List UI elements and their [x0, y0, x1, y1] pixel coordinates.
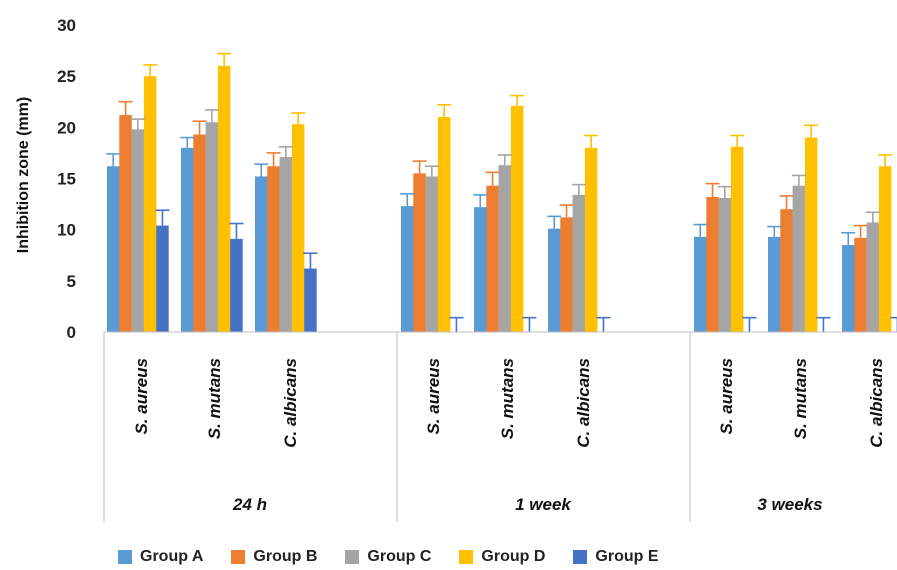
bar-group-b: [560, 217, 573, 332]
legend-item: Group C: [345, 548, 445, 566]
legend-label: Group E: [595, 548, 659, 565]
y-axis-label: Inhibition zone (mm): [15, 97, 32, 253]
bar-group-b: [413, 173, 426, 332]
category-label: S. aureus: [717, 358, 736, 435]
bar-group-c: [718, 197, 732, 332]
group-label: 3 weeks: [757, 495, 822, 514]
bar-group-e: [304, 268, 317, 332]
bar-group-d: [143, 76, 157, 333]
bar-group-a: [107, 166, 120, 332]
legend-swatch: [459, 550, 474, 564]
legend-item: Group A: [118, 548, 217, 566]
legend-swatch: [573, 550, 588, 564]
legend-item: Group D: [459, 548, 559, 566]
bar-group-c: [279, 157, 293, 332]
bar-group-c: [792, 185, 806, 332]
bar-group-d: [878, 166, 892, 332]
bar-group-b: [706, 196, 719, 332]
bar-group-b: [854, 237, 867, 332]
y-tick-label: 15: [57, 170, 76, 189]
category-label: S. aureus: [132, 358, 151, 435]
x-axis: S. aureus S. mutans C. albicans S. aureus S.…: [103, 331, 897, 522]
category-label: C. albicans: [867, 358, 886, 448]
legend-swatch: [118, 550, 132, 564]
legend-item: Group B: [231, 548, 331, 566]
bar-group-b: [780, 209, 793, 332]
bar-group-a: [401, 206, 414, 332]
bar-group-d: [584, 147, 598, 332]
category-label: S. mutans: [791, 358, 810, 439]
legend: Group A Group B Group C Group D Group E: [118, 546, 673, 568]
bar-group-a: [474, 207, 487, 332]
category-label: C. albicans: [281, 358, 300, 448]
legend-swatch: [345, 550, 360, 564]
bar-group-e: [156, 225, 169, 332]
bar-group-c: [425, 176, 439, 332]
bar-group-d: [437, 117, 451, 332]
bar-group-b: [486, 185, 499, 332]
chart: 0 5 10 15 20 25 30 Inhibition zone (mm) S. aur…: [15, 16, 897, 522]
category-label: S. aureus: [424, 358, 443, 435]
bar-group-a: [842, 245, 855, 332]
bar-group-a: [768, 236, 781, 332]
group-label: 1 week: [515, 495, 572, 514]
bar-group-d: [510, 105, 524, 333]
bar-group-c: [131, 129, 145, 332]
y-tick-label: 5: [67, 272, 76, 291]
bar-group-b: [193, 134, 206, 332]
bar-group-c: [866, 222, 880, 332]
bar-group-d: [804, 137, 818, 332]
category-label: S. mutans: [498, 358, 517, 439]
y-tick-label: 0: [67, 323, 76, 342]
y-tick-label: 30: [57, 16, 76, 35]
bars: [107, 65, 892, 333]
error-bars: [106, 52, 897, 332]
bar-group-a: [694, 236, 707, 332]
legend-label: Group B: [253, 548, 318, 565]
y-tick-label: 25: [57, 67, 76, 86]
bar-group-d: [217, 65, 231, 332]
bar-group-a: [548, 228, 561, 332]
bar-group-a: [255, 176, 268, 332]
bar-group-c: [205, 122, 219, 332]
y-tick-label: 20: [57, 118, 76, 137]
legend-label: Group A: [140, 548, 204, 565]
bar-group-b: [267, 166, 280, 332]
legend-swatch: [231, 550, 246, 564]
bar-group-d: [291, 124, 305, 332]
category-label: C. albicans: [574, 358, 593, 448]
y-axis: 0 5 10 15 20 25 30: [57, 16, 76, 342]
legend-label: Group D: [481, 548, 546, 565]
bar-group-c: [498, 165, 512, 332]
bar-group-c: [572, 194, 586, 332]
legend-label: Group C: [367, 548, 432, 565]
bar-group-e: [230, 238, 243, 332]
category-label: S. mutans: [205, 358, 224, 439]
group-label: 24 h: [232, 495, 267, 514]
bar-group-a: [181, 147, 194, 332]
bar-group-b: [119, 115, 132, 332]
y-tick-label: 10: [57, 221, 76, 240]
legend-item: Group E: [573, 548, 672, 566]
bar-group-d: [730, 146, 744, 332]
